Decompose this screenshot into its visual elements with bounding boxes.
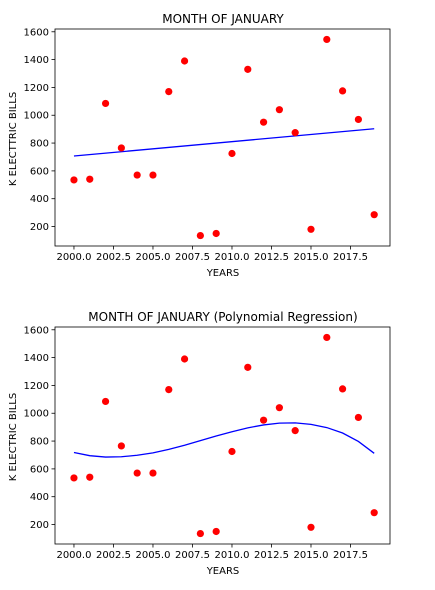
y-tick-label: 1200 — [24, 381, 49, 392]
x-tick-label: 2015.0 — [293, 550, 328, 561]
data-point — [307, 523, 315, 531]
x-axis-ticks: 2000.0 2002.5 2005.0 2007.5 2010.0 2012.5 2015… — [56, 246, 368, 263]
y-tick-label: 1600 — [24, 325, 49, 336]
x-tick-label: 2012.5 — [254, 252, 289, 263]
y-tick-label: 800 — [30, 139, 49, 150]
data-point — [338, 385, 347, 393]
data-point — [307, 225, 315, 233]
chart-title: MONTH OF JANUARY (Polynomial Regression) — [88, 310, 357, 324]
x-tick-label: 2000.0 — [56, 550, 91, 561]
data-point — [165, 87, 173, 96]
x-tick-label: 2007.5 — [175, 252, 210, 263]
data-point — [86, 175, 94, 183]
y-tick-label: 600 — [30, 166, 49, 177]
y-axis-ticks: 200 400 600 800 1000 1200 1400 1600 — [24, 27, 55, 233]
data-point — [149, 171, 157, 179]
y-tick-label: 1400 — [24, 353, 49, 364]
data-point — [196, 529, 204, 538]
data-point — [244, 65, 252, 73]
y-tick-label: 1000 — [24, 111, 49, 122]
y-tick-label: 200 — [30, 222, 49, 233]
y-tick-label: 400 — [30, 492, 49, 503]
y-tick-label: 800 — [30, 437, 49, 448]
y-tick-label: 400 — [30, 194, 49, 205]
x-tick-label: 2010.0 — [214, 550, 249, 561]
data-point — [196, 231, 204, 240]
regression-curve — [73, 422, 375, 458]
x-tick-label: 2017.5 — [333, 252, 368, 263]
regression-line — [73, 128, 375, 157]
data-point — [338, 87, 347, 95]
data-point — [259, 416, 268, 424]
data-point — [370, 211, 378, 219]
regression-line-path — [73, 128, 375, 157]
x-tick-label: 2005.0 — [135, 550, 170, 561]
data-point — [133, 469, 141, 477]
data-point — [70, 176, 78, 184]
data-point — [354, 413, 362, 422]
data-point — [86, 473, 94, 481]
y-tick-label: 1600 — [24, 27, 49, 38]
x-tick-label: 2017.5 — [333, 550, 368, 561]
data-point — [212, 229, 220, 238]
y-tick-label: 200 — [30, 520, 49, 531]
data-point — [149, 469, 157, 477]
data-point — [275, 404, 283, 412]
x-tick-label: 2015.0 — [293, 252, 328, 263]
data-point — [117, 442, 125, 450]
data-point — [133, 171, 141, 179]
data-point — [228, 149, 236, 158]
data-point — [244, 363, 252, 371]
chart-polynomial-regression: MONTH OF JANUARY (Polynomial Regression)… — [8, 310, 391, 577]
data-point — [212, 527, 220, 536]
x-tick-label: 2002.5 — [96, 252, 131, 263]
data-point — [180, 355, 189, 363]
data-point — [370, 509, 378, 517]
regression-curve-path — [73, 422, 375, 458]
data-point — [101, 99, 110, 108]
y-tick-label: 600 — [30, 464, 49, 475]
data-point — [117, 144, 125, 152]
data-point — [259, 118, 268, 126]
data-point — [228, 447, 236, 456]
data-point — [323, 333, 331, 342]
y-axis-label: K ELECTTRIC BILLS — [8, 92, 19, 186]
x-axis-ticks: 2000.0 2002.5 2005.0 2007.5 2010.0 2012.5 2015… — [56, 544, 368, 561]
x-tick-label: 2012.5 — [254, 550, 289, 561]
y-tick-label: 1400 — [24, 55, 49, 66]
x-tick-label: 2002.5 — [96, 550, 131, 561]
data-point — [101, 397, 110, 406]
y-axis-ticks: 200 400 600 800 1000 1200 1400 1600 — [24, 325, 55, 531]
x-axis-label: YEARS — [206, 566, 240, 577]
data-point — [275, 106, 283, 114]
data-point — [291, 427, 299, 435]
data-point — [323, 35, 331, 44]
data-point — [70, 474, 78, 482]
y-axis-label: K ELECTRIC BILLS — [8, 393, 19, 481]
data-point — [291, 129, 299, 137]
data-points — [70, 35, 378, 240]
data-point — [165, 385, 173, 394]
data-point — [180, 57, 189, 65]
plot-area-frame — [54, 28, 391, 247]
y-tick-label: 1200 — [24, 83, 49, 94]
x-tick-label: 2000.0 — [56, 252, 91, 263]
data-points — [70, 333, 378, 538]
x-tick-label: 2007.5 — [175, 550, 210, 561]
y-tick-label: 1000 — [24, 409, 49, 420]
chart-title: MONTH OF JANUARY — [162, 12, 284, 26]
chart-linear-regression: MONTH OF JANUARY 2000.0 2002.5 2005.0 2007.… — [8, 12, 391, 279]
x-tick-label: 2005.0 — [135, 252, 170, 263]
data-point — [354, 115, 362, 124]
plot-area-frame — [54, 326, 391, 545]
x-tick-label: 2010.0 — [214, 252, 249, 263]
x-axis-label: YEARS — [206, 268, 240, 279]
